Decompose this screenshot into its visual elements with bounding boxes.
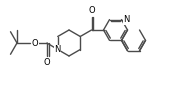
Text: O: O	[88, 6, 95, 15]
Text: O: O	[44, 58, 50, 67]
Text: N: N	[124, 15, 130, 24]
Text: N: N	[55, 45, 61, 54]
Text: O: O	[32, 39, 39, 48]
